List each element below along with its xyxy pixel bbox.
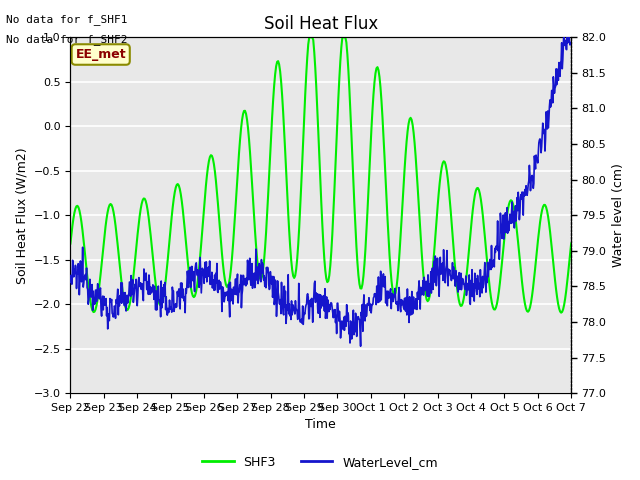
Text: No data for f_SHF2: No data for f_SHF2	[6, 34, 128, 45]
SHF3	[305, 35, 313, 40]
WaterLevel_cm	[67, 279, 74, 285]
SHF3	[556, 309, 564, 314]
WaterLevel_cm	[197, 273, 205, 279]
WaterLevel_cm	[567, 39, 575, 45]
SHF3	[557, 310, 565, 315]
WaterLevel_cm	[499, 212, 507, 218]
Text: No data for f_SHF1: No data for f_SHF1	[6, 14, 128, 25]
WaterLevel_cm	[444, 283, 452, 288]
WaterLevel_cm	[280, 283, 288, 289]
Text: EE_met: EE_met	[76, 48, 126, 61]
Y-axis label: Soil Heat Flux (W/m2): Soil Heat Flux (W/m2)	[15, 147, 28, 284]
SHF3	[478, 204, 486, 210]
SHF3	[305, 41, 312, 47]
WaterLevel_cm	[424, 293, 431, 299]
Line: SHF3: SHF3	[70, 37, 571, 312]
Y-axis label: Water level (cm): Water level (cm)	[612, 163, 625, 267]
SHF3	[365, 167, 373, 172]
WaterLevel_cm	[356, 343, 364, 349]
Legend: SHF3, WaterLevel_cm: SHF3, WaterLevel_cm	[197, 451, 443, 474]
SHF3	[308, 35, 316, 40]
Title: Soil Heat Flux: Soil Heat Flux	[264, 15, 378, 33]
SHF3	[67, 240, 74, 246]
SHF3	[339, 35, 346, 40]
SHF3	[567, 240, 575, 246]
Line: WaterLevel_cm: WaterLevel_cm	[70, 24, 571, 346]
X-axis label: Time: Time	[305, 419, 336, 432]
WaterLevel_cm	[121, 290, 129, 296]
WaterLevel_cm	[564, 21, 572, 27]
